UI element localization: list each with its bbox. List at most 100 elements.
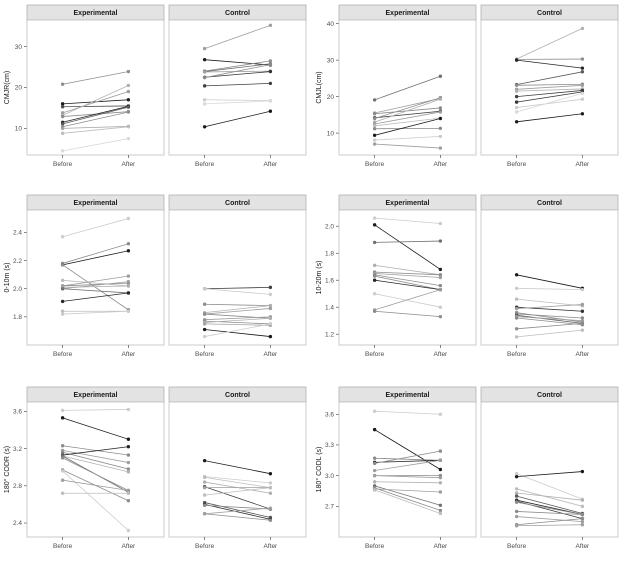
data-point-before xyxy=(372,480,377,484)
connector-line xyxy=(516,92,583,113)
connector-line xyxy=(204,476,271,484)
x-tick-label: Before xyxy=(365,161,385,168)
data-point-after xyxy=(438,449,443,453)
data-point-after xyxy=(438,481,443,485)
data-point-after xyxy=(268,334,273,339)
data-point-after xyxy=(438,412,443,416)
connector-line xyxy=(516,329,583,338)
data-point-after xyxy=(580,112,585,116)
connector-line xyxy=(516,314,583,324)
data-point-after xyxy=(580,523,585,527)
connector-line xyxy=(62,288,129,294)
connector-line xyxy=(62,417,129,440)
data-point-after xyxy=(126,136,131,141)
paired-dot-plot-cmjl: CMJL(cm) 10 20 30 40 Experimental Before After C… xyxy=(312,0,624,190)
data-point-after xyxy=(438,146,443,150)
facet-panel xyxy=(26,19,165,156)
connector-line xyxy=(62,455,129,473)
data-point-after xyxy=(580,57,585,61)
connector-line xyxy=(204,100,271,105)
connector-line xyxy=(374,275,441,291)
data-point-after xyxy=(268,322,273,326)
data-point-after xyxy=(438,503,443,507)
data-point-before xyxy=(372,409,377,413)
y-tick-label: 2.4 xyxy=(13,230,22,237)
data-point-before xyxy=(372,461,377,466)
connector-line xyxy=(516,471,583,478)
data-point-after xyxy=(438,267,443,272)
y-axis-label: 0-10m (s) xyxy=(4,263,11,293)
data-point-before xyxy=(514,514,519,519)
facet-panel xyxy=(338,209,477,346)
connector-line xyxy=(204,63,271,72)
data-point-after xyxy=(126,498,131,503)
connector-line xyxy=(374,271,441,276)
data-point-after xyxy=(268,506,273,510)
x-tick-label: Before xyxy=(365,543,385,550)
data-point-before xyxy=(60,299,65,304)
connector-line xyxy=(374,310,441,318)
y-axis-label: 180° CODR (s) xyxy=(3,446,11,493)
data-point-before xyxy=(60,416,65,420)
data-point-after xyxy=(580,26,585,31)
connector-line xyxy=(374,111,441,125)
data-point-after xyxy=(438,458,443,462)
y-tick-label: 1.6 xyxy=(325,277,334,284)
data-point-after xyxy=(580,504,585,509)
data-point-after xyxy=(126,274,131,278)
connector-line xyxy=(204,71,271,78)
data-point-before xyxy=(514,273,519,277)
connector-line xyxy=(516,313,583,319)
connector-line xyxy=(204,286,271,290)
data-point-after xyxy=(580,316,585,320)
connector-line xyxy=(62,126,129,134)
data-point-after xyxy=(268,285,273,290)
connector-line xyxy=(516,316,583,322)
connector-line xyxy=(374,410,441,415)
data-point-before xyxy=(202,46,207,51)
data-point-before xyxy=(60,278,65,283)
connector-line xyxy=(516,511,583,515)
data-point-after xyxy=(268,485,273,490)
facet-strip-label: Experimental xyxy=(386,10,430,17)
data-point-before xyxy=(372,473,377,478)
data-point-before xyxy=(202,334,207,339)
connector-line xyxy=(374,289,441,311)
data-point-before xyxy=(60,478,65,482)
connector-line xyxy=(374,110,441,119)
data-point-before xyxy=(60,408,65,413)
data-point-before xyxy=(60,131,65,136)
connector-line xyxy=(204,70,271,73)
facet-panel xyxy=(480,209,619,346)
connector-line xyxy=(204,99,271,101)
data-point-before xyxy=(514,471,519,476)
data-point-after xyxy=(580,319,585,323)
data-point-after xyxy=(126,125,131,129)
y-tick-label: 20 xyxy=(15,85,23,92)
connector-line xyxy=(62,470,129,531)
connector-line xyxy=(204,504,271,510)
connector-line xyxy=(62,446,129,456)
connector-line xyxy=(516,274,583,289)
data-point-before xyxy=(202,480,207,484)
data-point-before xyxy=(514,474,519,479)
connector-line xyxy=(374,97,441,119)
connector-line xyxy=(204,316,271,321)
data-point-after xyxy=(580,328,585,332)
data-point-after xyxy=(268,81,273,86)
connector-line xyxy=(62,125,129,129)
connector-line xyxy=(516,488,583,507)
data-point-after xyxy=(126,284,131,288)
data-point-after xyxy=(580,519,585,524)
connector-line xyxy=(204,305,271,314)
connector-line xyxy=(516,84,583,90)
y-tick-label: 3.0 xyxy=(325,473,334,480)
connector-line xyxy=(516,473,583,500)
x-tick-label: Before xyxy=(195,543,215,550)
paired-dot-plot-codl: 180° CODL (s) 2.7 3.0 3.3 3.6 Experimental Bef… xyxy=(312,382,624,574)
y-tick-label: 2.0 xyxy=(325,223,334,230)
chart-svg: 180° CODL (s) 2.7 3.0 3.3 3.6 Experimental Bef… xyxy=(312,382,624,572)
data-point-before xyxy=(372,468,377,473)
x-tick-label: After xyxy=(122,161,137,168)
